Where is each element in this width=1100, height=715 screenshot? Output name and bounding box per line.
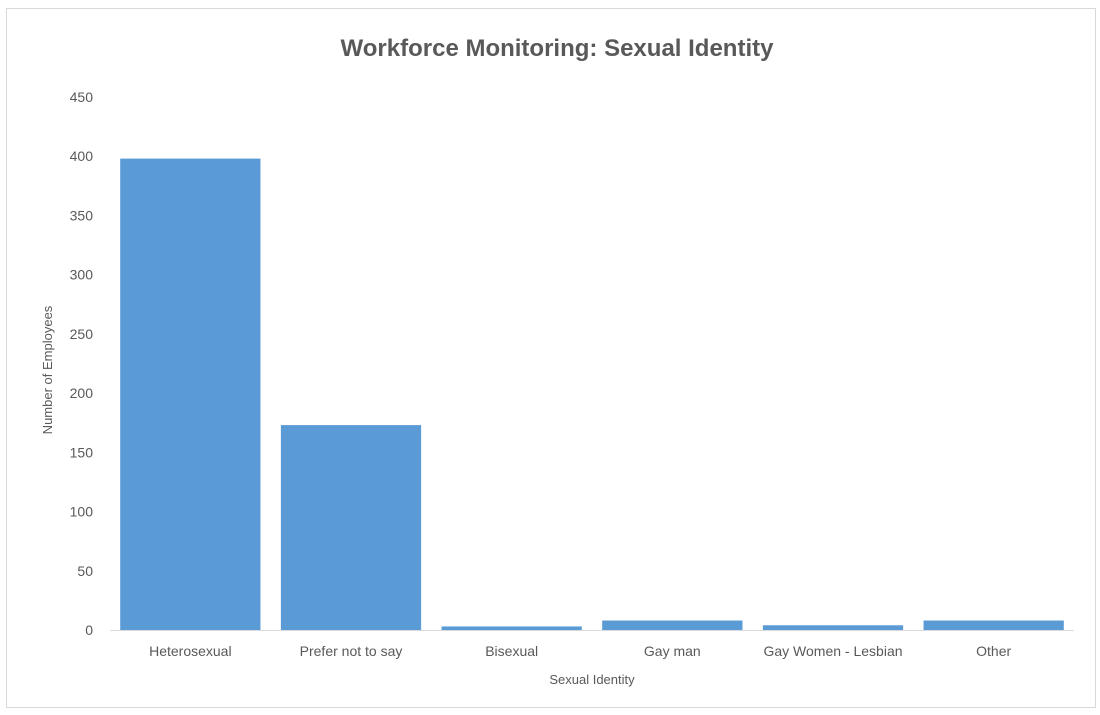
y-tick-label: 300 — [70, 267, 94, 283]
y-tick-label: 100 — [70, 504, 94, 520]
y-tick-label: 50 — [77, 563, 93, 579]
x-tick-label: Heterosexual — [149, 643, 232, 659]
bar-bisexual — [441, 626, 582, 630]
x-tick-label: Gay man — [644, 643, 701, 659]
x-axis-label: Sexual Identity — [549, 672, 635, 687]
y-tick-label: 0 — [85, 622, 93, 638]
x-axis-ticks: Heterosexual Prefer not to say Bisexual Gay… — [149, 643, 1011, 659]
y-tick-label: 400 — [70, 148, 94, 164]
y-tick-label: 250 — [70, 326, 94, 342]
bars — [120, 158, 1064, 630]
bar-gay-women-lesbian — [762, 625, 904, 630]
bar-other — [923, 620, 1064, 630]
y-tick-label: 200 — [70, 385, 94, 401]
bar-gay-man — [602, 620, 743, 630]
x-tick-label: Gay Women - Lesbian — [763, 643, 902, 659]
x-tick-label: Other — [976, 643, 1011, 659]
y-axis-label: Number of Employees — [40, 305, 55, 434]
y-tick-label: 150 — [70, 444, 94, 460]
x-tick-label: Prefer not to say — [300, 643, 403, 659]
bar-heterosexual — [120, 158, 261, 630]
bar-prefer-not-to-say — [280, 425, 422, 630]
y-tick-label: 450 — [70, 89, 94, 105]
chart-title: Workforce Monitoring: Sexual Identity — [341, 35, 775, 62]
y-tick-label: 350 — [70, 207, 94, 223]
y-axis-ticks: 0 50 100 150 200 250 300 350 400 450 — [70, 89, 94, 638]
x-tick-label: Bisexual — [485, 643, 538, 659]
